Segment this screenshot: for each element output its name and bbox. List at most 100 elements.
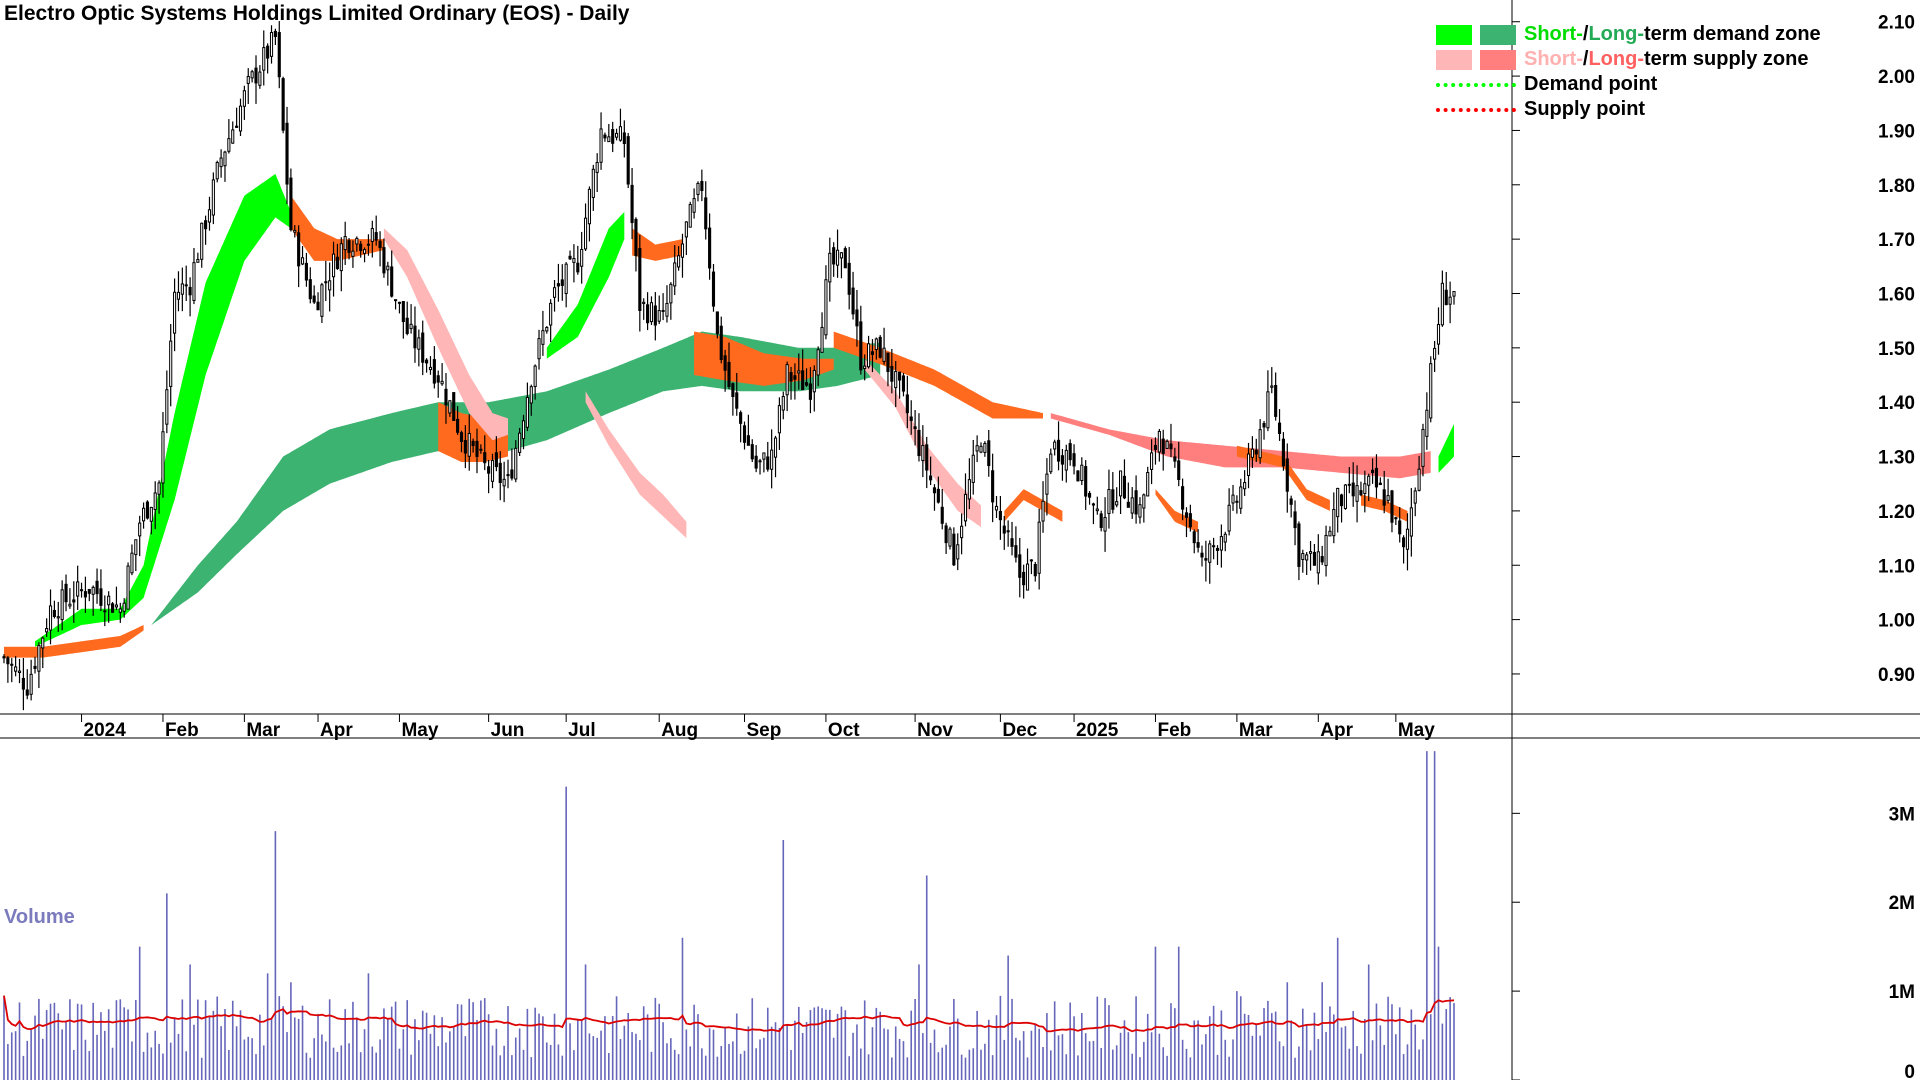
- candle-body-131: [510, 469, 514, 479]
- candle-body-133: [518, 432, 522, 453]
- candle-body-263: [1022, 571, 1026, 586]
- price-tick-label-10: 1.10: [1878, 556, 1915, 577]
- candle-body-27: [107, 595, 111, 606]
- legend-separator-2: /: [1582, 48, 1589, 70]
- candle-body-302: [1173, 456, 1177, 462]
- candle-body-103: [401, 301, 405, 323]
- candle-body-224: [870, 351, 875, 355]
- candle-body-211: [820, 326, 824, 353]
- candle-body-274: [1064, 449, 1068, 471]
- candle-body-294: [1142, 494, 1146, 509]
- candle-body-57: [223, 151, 227, 167]
- candle-body-221: [859, 321, 863, 371]
- legend-swatch-short-demand: [1436, 24, 1472, 45]
- price-tick-label-11: 1.00: [1878, 611, 1915, 632]
- candle-body-342: [1328, 530, 1332, 537]
- candle-body-129: [502, 478, 506, 487]
- candle-body-243: [944, 525, 948, 544]
- legend: Short- / Long-term demand zone Short- / …: [1436, 22, 1821, 122]
- candle-body-278: [1080, 464, 1084, 482]
- orange-zone-7: [1155, 489, 1199, 533]
- candle-body-53: [207, 209, 212, 223]
- legend-dotted-demand: [1436, 82, 1516, 87]
- time-tick-label-13: Feb: [1157, 720, 1191, 741]
- candle-body-235: [913, 426, 917, 430]
- candle-body-74: [289, 177, 293, 231]
- candle-body-371: [1440, 282, 1444, 326]
- candle-body-350: [1359, 490, 1363, 496]
- legend-demand-point: Demand point: [1436, 72, 1821, 97]
- candle-body-112: [436, 375, 440, 383]
- candle-body-218: [847, 262, 851, 295]
- candle-body-360: [1398, 520, 1402, 535]
- volume-tick-label-1: 2M: [1889, 893, 1915, 914]
- candle-body-181: [704, 197, 708, 230]
- candle-body-201: [781, 396, 785, 411]
- candle-body-179: [696, 182, 700, 195]
- price-tick-label-7: 1.40: [1878, 393, 1915, 414]
- candle-body-0: [2, 656, 6, 659]
- candle-body-110: [428, 366, 433, 371]
- candle-body-147: [572, 258, 576, 263]
- candle-body-296: [1150, 452, 1154, 470]
- candle-body-121: [471, 440, 475, 447]
- zone-bands: [4, 173, 1454, 658]
- candle-body-83: [324, 281, 328, 284]
- candle-body-277: [1076, 470, 1080, 482]
- candle-body-63: [246, 75, 250, 84]
- candle-body-337: [1308, 551, 1313, 554]
- candle-body-344: [1336, 487, 1340, 518]
- candle-body-319: [1239, 486, 1243, 509]
- candle-body-193: [750, 444, 754, 460]
- legend-swatch-short-supply: [1436, 49, 1472, 70]
- candle-body-82: [320, 284, 324, 317]
- orange-zone-0: [4, 625, 144, 658]
- candle-body-312: [1212, 545, 1216, 548]
- candle-body-42: [165, 389, 169, 425]
- candle-body-373: [1448, 296, 1452, 305]
- candle-body-365: [1417, 468, 1421, 491]
- candle-body-209: [812, 369, 816, 393]
- candle-body-109: [425, 359, 429, 364]
- candle-body-2: [10, 663, 14, 666]
- price-tick-label-12: 0.90: [1878, 665, 1915, 686]
- candle-body-238: [925, 444, 929, 471]
- candle-body-19: [76, 581, 80, 597]
- candle-body-287: [1115, 501, 1119, 506]
- candle-body-99: [386, 265, 390, 271]
- candle-body-270: [1049, 453, 1053, 473]
- time-tick-label-3: Apr: [320, 720, 353, 741]
- orange-zone-2: [438, 402, 508, 462]
- candle-body-322: [1250, 448, 1254, 458]
- candle-body-153: [595, 162, 599, 173]
- candle-body-25: [99, 588, 103, 606]
- candle-body-33: [130, 552, 134, 574]
- candle-body-242: [940, 506, 944, 524]
- candle-body-61: [238, 105, 243, 132]
- candle-body-206: [801, 370, 805, 391]
- candle-body-38: [149, 506, 153, 522]
- candle-body-346: [1343, 484, 1348, 509]
- candle-body-265: [1029, 559, 1033, 562]
- time-tick-label-10: Nov: [917, 720, 953, 741]
- candle-body-268: [1041, 500, 1045, 522]
- candle-body-234: [909, 416, 913, 421]
- legend-supply-zone-label: term supply zone: [1643, 48, 1809, 70]
- candle-body-166: [646, 304, 650, 324]
- candle-body-149: [580, 248, 584, 267]
- candle-body-54: [211, 179, 215, 216]
- legend-demand-point-label: Demand point: [1524, 73, 1658, 95]
- candle-body-72: [281, 78, 285, 131]
- candle-body-132: [514, 447, 518, 480]
- short-supply-zone-1: [585, 391, 687, 539]
- candle-body-202: [785, 364, 789, 396]
- candle-body-155: [603, 134, 607, 139]
- candle-body-247: [960, 525, 964, 539]
- candle-body-108: [421, 332, 425, 363]
- candle-body-372: [1444, 289, 1448, 306]
- candle-body-157: [611, 129, 615, 144]
- candle-body-165: [642, 301, 646, 304]
- candle-body-69: [269, 31, 274, 57]
- candle-body-154: [599, 128, 603, 163]
